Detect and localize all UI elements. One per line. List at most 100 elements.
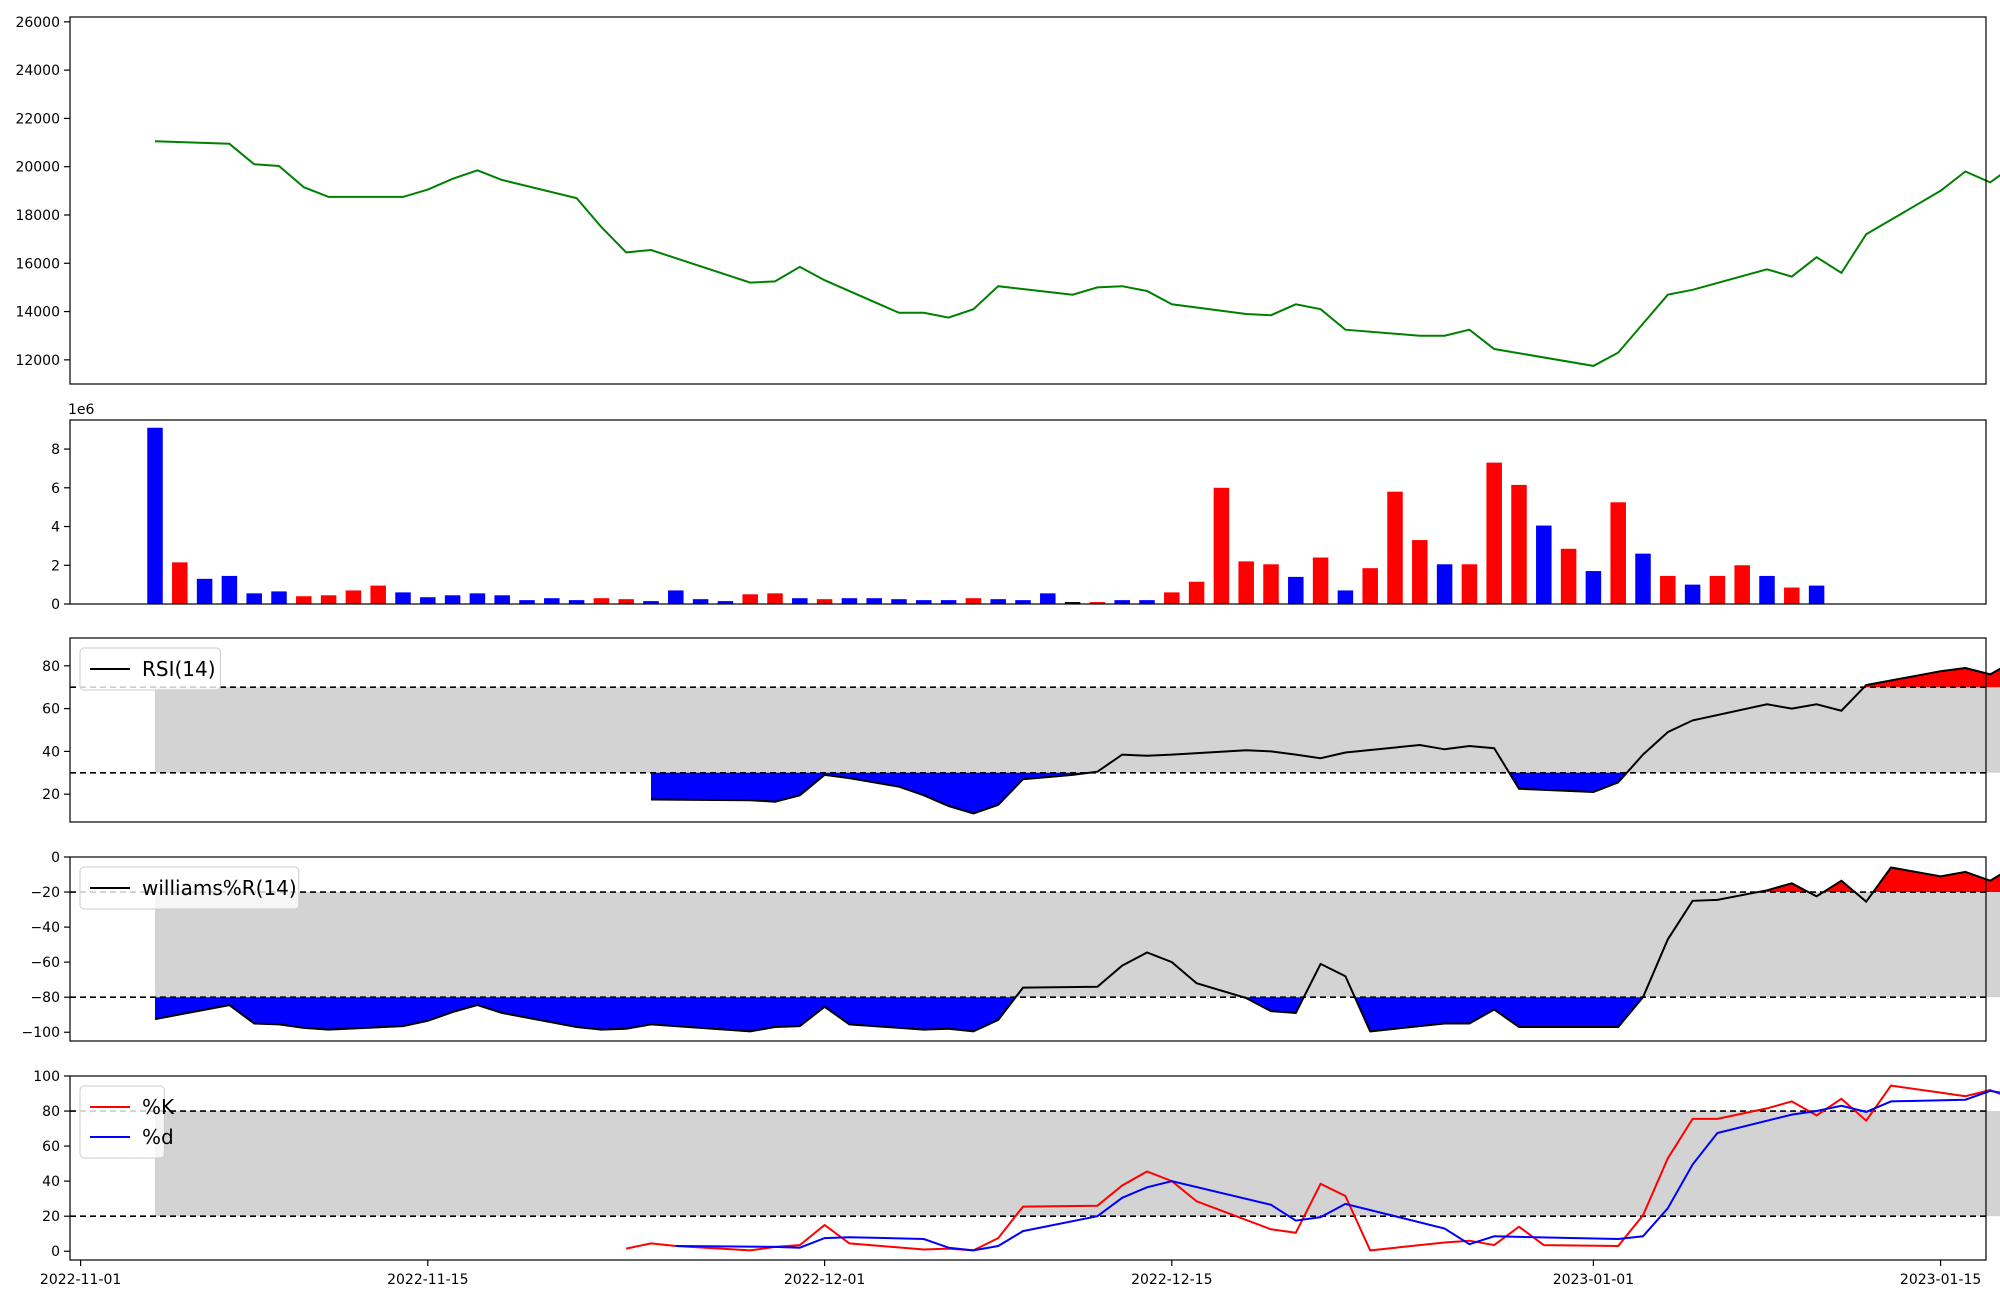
williams-frame [69,856,1987,1042]
volume-bar [767,593,783,604]
price-ytick-label: 16000 [15,256,60,272]
volume-bar [296,596,312,604]
williams-plot [70,866,2000,1033]
volume-bar [816,599,833,604]
price-ytick-label: 18000 [15,208,60,224]
stochastic-plot [70,1084,2000,1252]
rsi-overbought-fill [1864,668,2000,688]
volume-ytick-label: 4 [51,520,60,536]
volume-bar [593,598,610,604]
volume-bar [420,597,436,604]
williams-overbought-fill [1873,867,2000,892]
x-tick-label: 2023-01-01 [1553,1272,1634,1288]
stochastic-ytick-label: 100 [33,1069,60,1085]
volume-bar [1089,602,1106,604]
rsi-oversold-fill [1509,772,1627,792]
rsi-ytick-label: 40 [42,744,60,760]
stochastic-ytick-label: 40 [42,1174,60,1190]
williams-ytick-label: −20 [30,885,60,901]
rsi-neutral-band [155,687,2000,773]
price-ytick-label: 24000 [15,63,60,79]
x-axis: 2022-11-01 2022-11-15 2022-12-01 2022-12-15… [40,1260,1981,1288]
volume-bar [1511,484,1527,604]
volume-bar [1486,462,1502,604]
williams-ytick-label: −80 [30,990,60,1006]
volume-bar [1213,487,1230,604]
williams-oversold-fill [1354,997,1643,1032]
stochastic-axes: 0 20 40 60 80 100 [33,1069,70,1260]
volume-bar [246,593,262,604]
volume-bar [692,599,709,604]
volume-bar [444,595,461,604]
stochastic-legend: %K %d [79,1085,175,1159]
williams-legend: williams%R(14) [79,866,300,910]
volume-ytick-label: 2 [51,558,60,574]
volume-bars [147,427,1825,604]
rsi-legend: RSI(14) [79,647,221,691]
volume-bar [1114,600,1130,604]
volume-bar [196,578,213,604]
rsi-series-line [650,666,2000,815]
stochastic-legend-label: %d [142,1125,174,1149]
volume-bar [271,591,287,604]
williams-series-line [154,866,2000,1033]
stochastic-frame [69,1075,1987,1261]
volume-bar [1684,584,1701,604]
volume-bar [1412,540,1428,604]
x-tick-label: 2022-11-15 [387,1272,468,1288]
volume-bar [1288,576,1304,604]
volume-bar [1536,525,1552,604]
rsi-axes: 20 40 60 80 [42,659,70,803]
volume-bar [916,600,932,604]
volume-bar [1064,602,1081,604]
williams-axes: −100 −80 −60 −40 −20 0 [22,850,70,1041]
volume-bar [1759,575,1775,604]
volume-bar [1188,581,1205,604]
rsi-plot [70,666,2000,815]
x-tick-label: 2022-11-01 [40,1272,121,1288]
volume-bar [1784,587,1800,604]
volume-bar [1337,590,1354,604]
stochastic-legend-label: %K [142,1095,175,1119]
price-axes: 12000 14000 16000 18000 20000 22000 24000 26000 [15,15,70,369]
volume-bar [643,601,659,604]
stochastic-ytick-label: 60 [42,1139,60,1155]
rsi-ytick-label: 60 [42,702,60,718]
volume-bar [1635,553,1651,604]
williams-ytick-label: −60 [30,955,60,971]
williams-overbought-fill [1823,880,1855,892]
williams-oversold-fill [1243,997,1304,1013]
price-line [154,140,2000,367]
stochastic-series-line [675,1089,2000,1252]
volume-bar [1461,564,1478,604]
volume-bar [1238,561,1254,604]
volume-bar [1610,502,1626,604]
volume-ytick-label: 8 [51,442,60,458]
williams-ytick-label: 0 [51,850,60,866]
volume-bar [1040,593,1056,604]
volume-ytick-label: 6 [51,481,60,497]
stochastic-ytick-label: 0 [51,1244,60,1260]
williams-ytick-label: −40 [30,920,60,936]
volume-axes: 0 2 4 6 8 [51,442,70,613]
volume-bar [519,600,535,604]
rsi-ytick-label: 20 [42,787,60,803]
volume-bar [990,599,1006,604]
williams-legend-label: williams%R(14) [142,876,297,900]
x-tick-label: 2022-12-15 [1131,1272,1212,1288]
volume-bar [494,595,510,604]
price-ytick-label: 14000 [15,305,60,321]
price-ytick-label: 22000 [15,111,60,127]
volume-bar [717,601,734,604]
volume-bar [345,590,362,604]
volume-bar [618,599,634,604]
volume-bar [1560,548,1577,604]
volume-bar [1387,491,1403,604]
rsi-frame [69,637,1987,823]
volume-bar [370,585,386,604]
volume-bar [544,598,560,604]
volume-bar [940,600,957,604]
rsi-legend-label: RSI(14) [142,657,216,681]
